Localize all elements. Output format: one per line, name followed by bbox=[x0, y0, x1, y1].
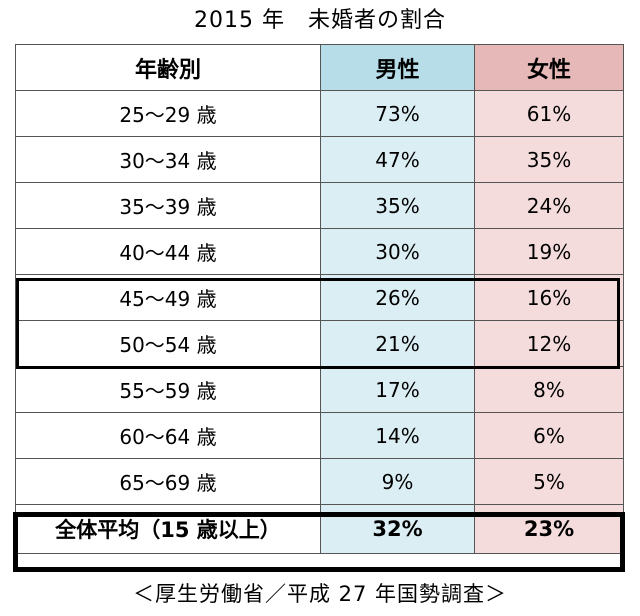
total-male-value: 32% bbox=[320, 504, 475, 554]
chart-title: 2015 年 未婚者の割合 bbox=[194, 8, 446, 33]
unmarried-rate-table: 年齢別 男性 女性 25～29 歳 73% 61% 30～34 歳 47% 35% 35～3… bbox=[15, 44, 624, 554]
column-header-female: 女性 bbox=[474, 44, 624, 91]
female-value-cell: 19% bbox=[474, 228, 624, 275]
total-female-value: 23% bbox=[474, 504, 624, 554]
table-body: 25～29 歳 73% 61% 30～34 歳 47% 35% 35～39 歳 35% 24% 4… bbox=[15, 90, 624, 554]
total-row: 全体平均（15 歳以上） 32% 23% bbox=[15, 504, 624, 554]
female-value-cell: 6% bbox=[474, 412, 624, 459]
table-header-row: 年齢別 男性 女性 bbox=[15, 44, 624, 91]
male-value-cell: 21% bbox=[320, 320, 475, 367]
male-value-cell: 26% bbox=[320, 274, 475, 321]
female-value-cell: 24% bbox=[474, 182, 624, 229]
female-value-cell: 8% bbox=[474, 366, 624, 413]
age-cell: 50～54 歳 bbox=[15, 320, 321, 367]
female-value-cell: 61% bbox=[474, 90, 624, 137]
column-header-age: 年齢別 bbox=[15, 44, 321, 91]
table-row: 45～49 歳 26% 16% bbox=[15, 274, 624, 321]
age-cell: 30～34 歳 bbox=[15, 136, 321, 183]
table-row: 60～64 歳 14% 6% bbox=[15, 412, 624, 459]
female-value-cell: 5% bbox=[474, 458, 624, 505]
male-value-cell: 35% bbox=[320, 182, 475, 229]
male-value-cell: 9% bbox=[320, 458, 475, 505]
female-value-cell: 16% bbox=[474, 274, 624, 321]
age-cell: 45～49 歳 bbox=[15, 274, 321, 321]
age-cell: 60～64 歳 bbox=[15, 412, 321, 459]
female-value-cell: 12% bbox=[474, 320, 624, 367]
source-caption: ＜厚生労働省／平成 27 年国勢調査＞ bbox=[132, 582, 508, 606]
table-row: 40～44 歳 30% 19% bbox=[15, 228, 624, 275]
male-value-cell: 47% bbox=[320, 136, 475, 183]
table-row: 65～69 歳 9% 5% bbox=[15, 458, 624, 505]
male-value-cell: 30% bbox=[320, 228, 475, 275]
age-cell: 55～59 歳 bbox=[15, 366, 321, 413]
female-value-cell: 35% bbox=[474, 136, 624, 183]
total-label: 全体平均（15 歳以上） bbox=[15, 504, 321, 554]
age-cell: 40～44 歳 bbox=[15, 228, 321, 275]
male-value-cell: 17% bbox=[320, 366, 475, 413]
table-row: 30～34 歳 47% 35% bbox=[15, 136, 624, 183]
male-value-cell: 73% bbox=[320, 90, 475, 137]
table-row: 55～59 歳 17% 8% bbox=[15, 366, 624, 413]
table-row: 25～29 歳 73% 61% bbox=[15, 90, 624, 137]
table-row: 50～54 歳 21% 12% bbox=[15, 320, 624, 367]
male-value-cell: 14% bbox=[320, 412, 475, 459]
column-header-male: 男性 bbox=[320, 44, 475, 91]
age-cell: 65～69 歳 bbox=[15, 458, 321, 505]
age-cell: 25～29 歳 bbox=[15, 90, 321, 137]
age-cell: 35～39 歳 bbox=[15, 182, 321, 229]
table-row: 35～39 歳 35% 24% bbox=[15, 182, 624, 229]
